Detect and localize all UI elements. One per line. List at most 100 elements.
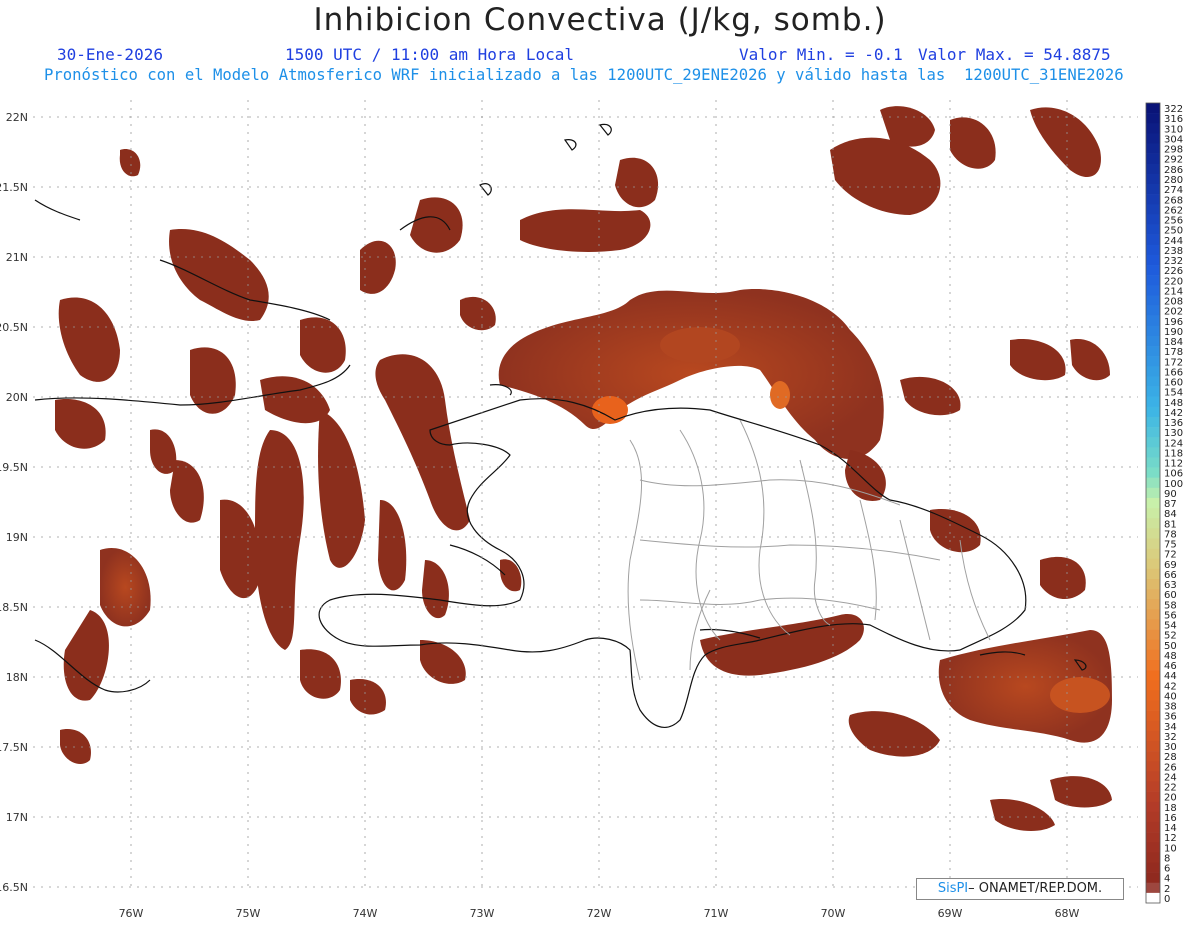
lat-label: 19N	[6, 531, 28, 544]
colorbar-swatch	[1146, 376, 1160, 387]
valid-date: 30-Ene-2026	[57, 45, 163, 64]
lat-label: 21N	[6, 251, 28, 264]
colorbar-swatch	[1146, 386, 1160, 397]
colorbar-tick: 63	[1164, 580, 1177, 591]
province-borders	[627, 419, 991, 681]
colorbar-tick: 196	[1164, 317, 1183, 328]
colorbar-swatch	[1146, 892, 1160, 904]
colorbar-swatch	[1146, 629, 1160, 641]
colorbar-swatch	[1146, 325, 1160, 337]
colorbar-tick: 268	[1164, 195, 1183, 206]
lon-label: 73W	[470, 907, 495, 920]
colorbar-swatch	[1146, 194, 1160, 205]
colorbar-swatch	[1146, 751, 1160, 762]
colorbar-tick: 232	[1164, 256, 1183, 267]
colorbar-tick: 72	[1164, 550, 1177, 561]
cin-shading	[55, 106, 1112, 832]
colorbar-tick: 298	[1164, 145, 1183, 156]
colorbar-swatch	[1146, 690, 1160, 701]
colorbar-tick: 46	[1164, 661, 1177, 672]
lat-labels: 22N 21.5N 21N 20.5N 20N 19.5N 19N 18.5N …	[0, 111, 28, 894]
colorbar-swatch	[1146, 437, 1160, 448]
colorbar-swatch	[1146, 508, 1160, 519]
colorbar-tick: 112	[1164, 459, 1183, 470]
colorbar-swatch	[1146, 497, 1160, 509]
colorbar-tick: 50	[1164, 641, 1177, 652]
colorbar-tick: 4	[1164, 874, 1170, 885]
colorbar-tick: 66	[1164, 570, 1177, 581]
colorbar-swatch	[1146, 568, 1160, 580]
colorbar-tick: 24	[1164, 772, 1177, 783]
colorbar-swatch	[1146, 771, 1160, 782]
lon-label: 76W	[119, 907, 144, 920]
colorbar-swatch	[1146, 315, 1160, 327]
colorbar-swatch	[1146, 578, 1160, 590]
colorbar-swatch	[1146, 538, 1160, 549]
colorbar-swatch	[1146, 811, 1160, 823]
colorbar-tick: 100	[1164, 479, 1183, 490]
colorbar-tick: 44	[1164, 671, 1177, 682]
colorbar-swatch	[1146, 427, 1160, 438]
lon-label: 70W	[821, 907, 846, 920]
colorbar-tick: 75	[1164, 540, 1177, 551]
colorbar-tick: 118	[1164, 448, 1183, 459]
colorbar-tick: 22	[1164, 783, 1177, 794]
colorbar-tick: 60	[1164, 590, 1177, 601]
colorbar-swatch	[1146, 234, 1160, 246]
lon-labels: 76W 75W 74W 73W 72W 71W 70W 69W 68W	[119, 907, 1080, 920]
colorbar-swatch	[1146, 254, 1160, 266]
colorbar-swatch	[1146, 518, 1160, 529]
colorbar-swatch	[1146, 599, 1160, 610]
colorbar-tick: 124	[1164, 438, 1183, 449]
colorbar-tick: 26	[1164, 762, 1177, 773]
org-label: ONAMET/REP.DOM.	[974, 881, 1103, 896]
colorbar-tick: 2	[1164, 884, 1170, 895]
colorbar-swatch	[1146, 730, 1160, 742]
colorbar-tick: 250	[1164, 226, 1183, 237]
colorbar-tick: 28	[1164, 752, 1177, 763]
colorbar-tick: 34	[1164, 722, 1177, 733]
map-title: Inhibicion Convectiva (J/kg, somb.)	[313, 2, 887, 38]
colorbar-tick: 160	[1164, 378, 1183, 389]
colorbar-swatch	[1146, 487, 1160, 499]
colorbar-tick: 58	[1164, 600, 1177, 611]
colorbar-swatch	[1146, 305, 1160, 316]
colorbar-tick: 244	[1164, 236, 1183, 247]
colorbar-swatch	[1146, 467, 1160, 478]
colorbar-swatch	[1146, 680, 1160, 691]
colorbar-swatch	[1146, 821, 1160, 833]
colorbar-tick: 0	[1164, 894, 1170, 905]
colorbar-swatch	[1146, 619, 1160, 630]
colorbar-swatch	[1146, 163, 1160, 175]
brand-label: SisPI	[937, 881, 969, 896]
colorbar-tick: 316	[1164, 114, 1183, 125]
colorbar-swatch	[1146, 882, 1160, 894]
lat-label: 16.5N	[0, 881, 28, 894]
lon-label: 71W	[704, 907, 729, 920]
lon-label: 75W	[236, 907, 261, 920]
colorbar-frame	[1145, 102, 1161, 904]
colorbar-swatch	[1146, 335, 1160, 347]
colorbar-swatch	[1146, 872, 1160, 884]
colorbar-tick: 56	[1164, 610, 1177, 621]
colorbar-tick: 10	[1164, 843, 1177, 854]
colorbar-swatch	[1146, 214, 1160, 225]
colorbar-tick: 292	[1164, 155, 1183, 166]
colorbar-tick: 20	[1164, 793, 1177, 804]
lon-label: 69W	[938, 907, 963, 920]
colorbar-swatch	[1146, 244, 1160, 256]
colorbar-tick: 142	[1164, 408, 1183, 419]
colorbar-tick: 238	[1164, 246, 1183, 257]
colorbar-tick: 81	[1164, 519, 1177, 530]
colorbar-tick: 184	[1164, 337, 1183, 348]
colorbar-tick: 30	[1164, 742, 1177, 753]
colorbar-swatch	[1146, 477, 1160, 489]
colorbar-tick: 304	[1164, 134, 1183, 145]
colorbar-tick: 42	[1164, 681, 1177, 692]
lat-label: 18N	[6, 671, 28, 684]
colorbar-swatch	[1146, 406, 1160, 418]
colorbar-swatch	[1146, 832, 1160, 843]
colorbar-tick: 54	[1164, 621, 1177, 632]
colorbar-swatch	[1146, 366, 1160, 377]
